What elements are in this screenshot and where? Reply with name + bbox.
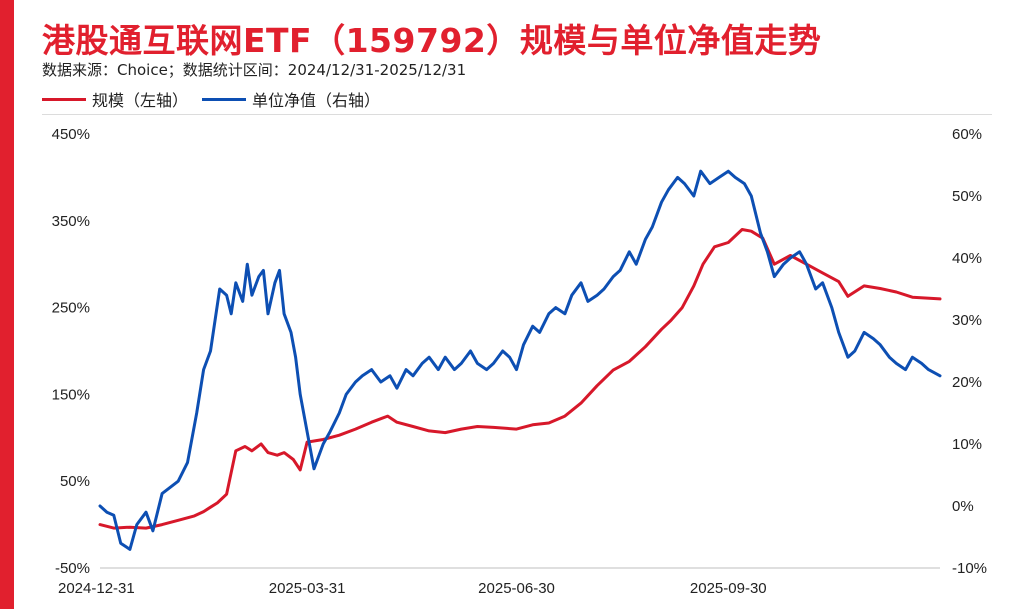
accent-bar <box>0 0 14 609</box>
y-right-tick-label: 60% <box>952 126 982 143</box>
y-right-tick-label: 20% <box>952 374 982 391</box>
y-left-tick-label: 150% <box>52 386 90 403</box>
series-line-nav <box>98 169 942 551</box>
header-divider <box>42 114 992 115</box>
x-tick-label: 2025-06-30 <box>478 580 555 597</box>
chart-title: 港股通互联网ETF（159792）规模与单位净值走势 <box>42 21 822 60</box>
y-right-tick-label: -10% <box>952 560 987 577</box>
y-left-tick-label: -50% <box>55 560 90 577</box>
legend-label-scale: 规模（左轴） <box>92 91 189 110</box>
legend-item-scale: 规模（左轴） <box>42 87 188 111</box>
legend-line-nav <box>202 97 247 101</box>
y-left-tick-label: 350% <box>52 213 90 230</box>
legend-label-nav: 单位净值（右轴） <box>252 91 381 110</box>
legend-line-scale <box>42 97 86 101</box>
x-tick-label: 2025-03-31 <box>269 580 346 597</box>
data-source: 数据来源：Choice；数据统计区间：2024/12/31-2025/12/31 <box>42 61 467 79</box>
y-right-tick-label: 50% <box>952 188 982 205</box>
y-right-tick-label: 30% <box>952 312 982 329</box>
series-line-scale <box>98 228 942 530</box>
y-right-tick-label: 40% <box>952 250 982 267</box>
y-right-tick-label: 10% <box>952 436 982 453</box>
x-tick-label: 2025-09-30 <box>690 580 767 597</box>
x-tick-label: 2024-12-31 <box>58 580 135 597</box>
legend-item-nav: 单位净值（右轴） <box>202 87 380 111</box>
y-left-tick-label: 250% <box>52 300 90 317</box>
y-right-tick-label: 0% <box>952 498 974 515</box>
y-left-tick-label: 450% <box>52 126 90 143</box>
legend: 规模（左轴） 单位净值（右轴） <box>42 87 394 111</box>
y-left-tick-label: 50% <box>60 473 90 490</box>
